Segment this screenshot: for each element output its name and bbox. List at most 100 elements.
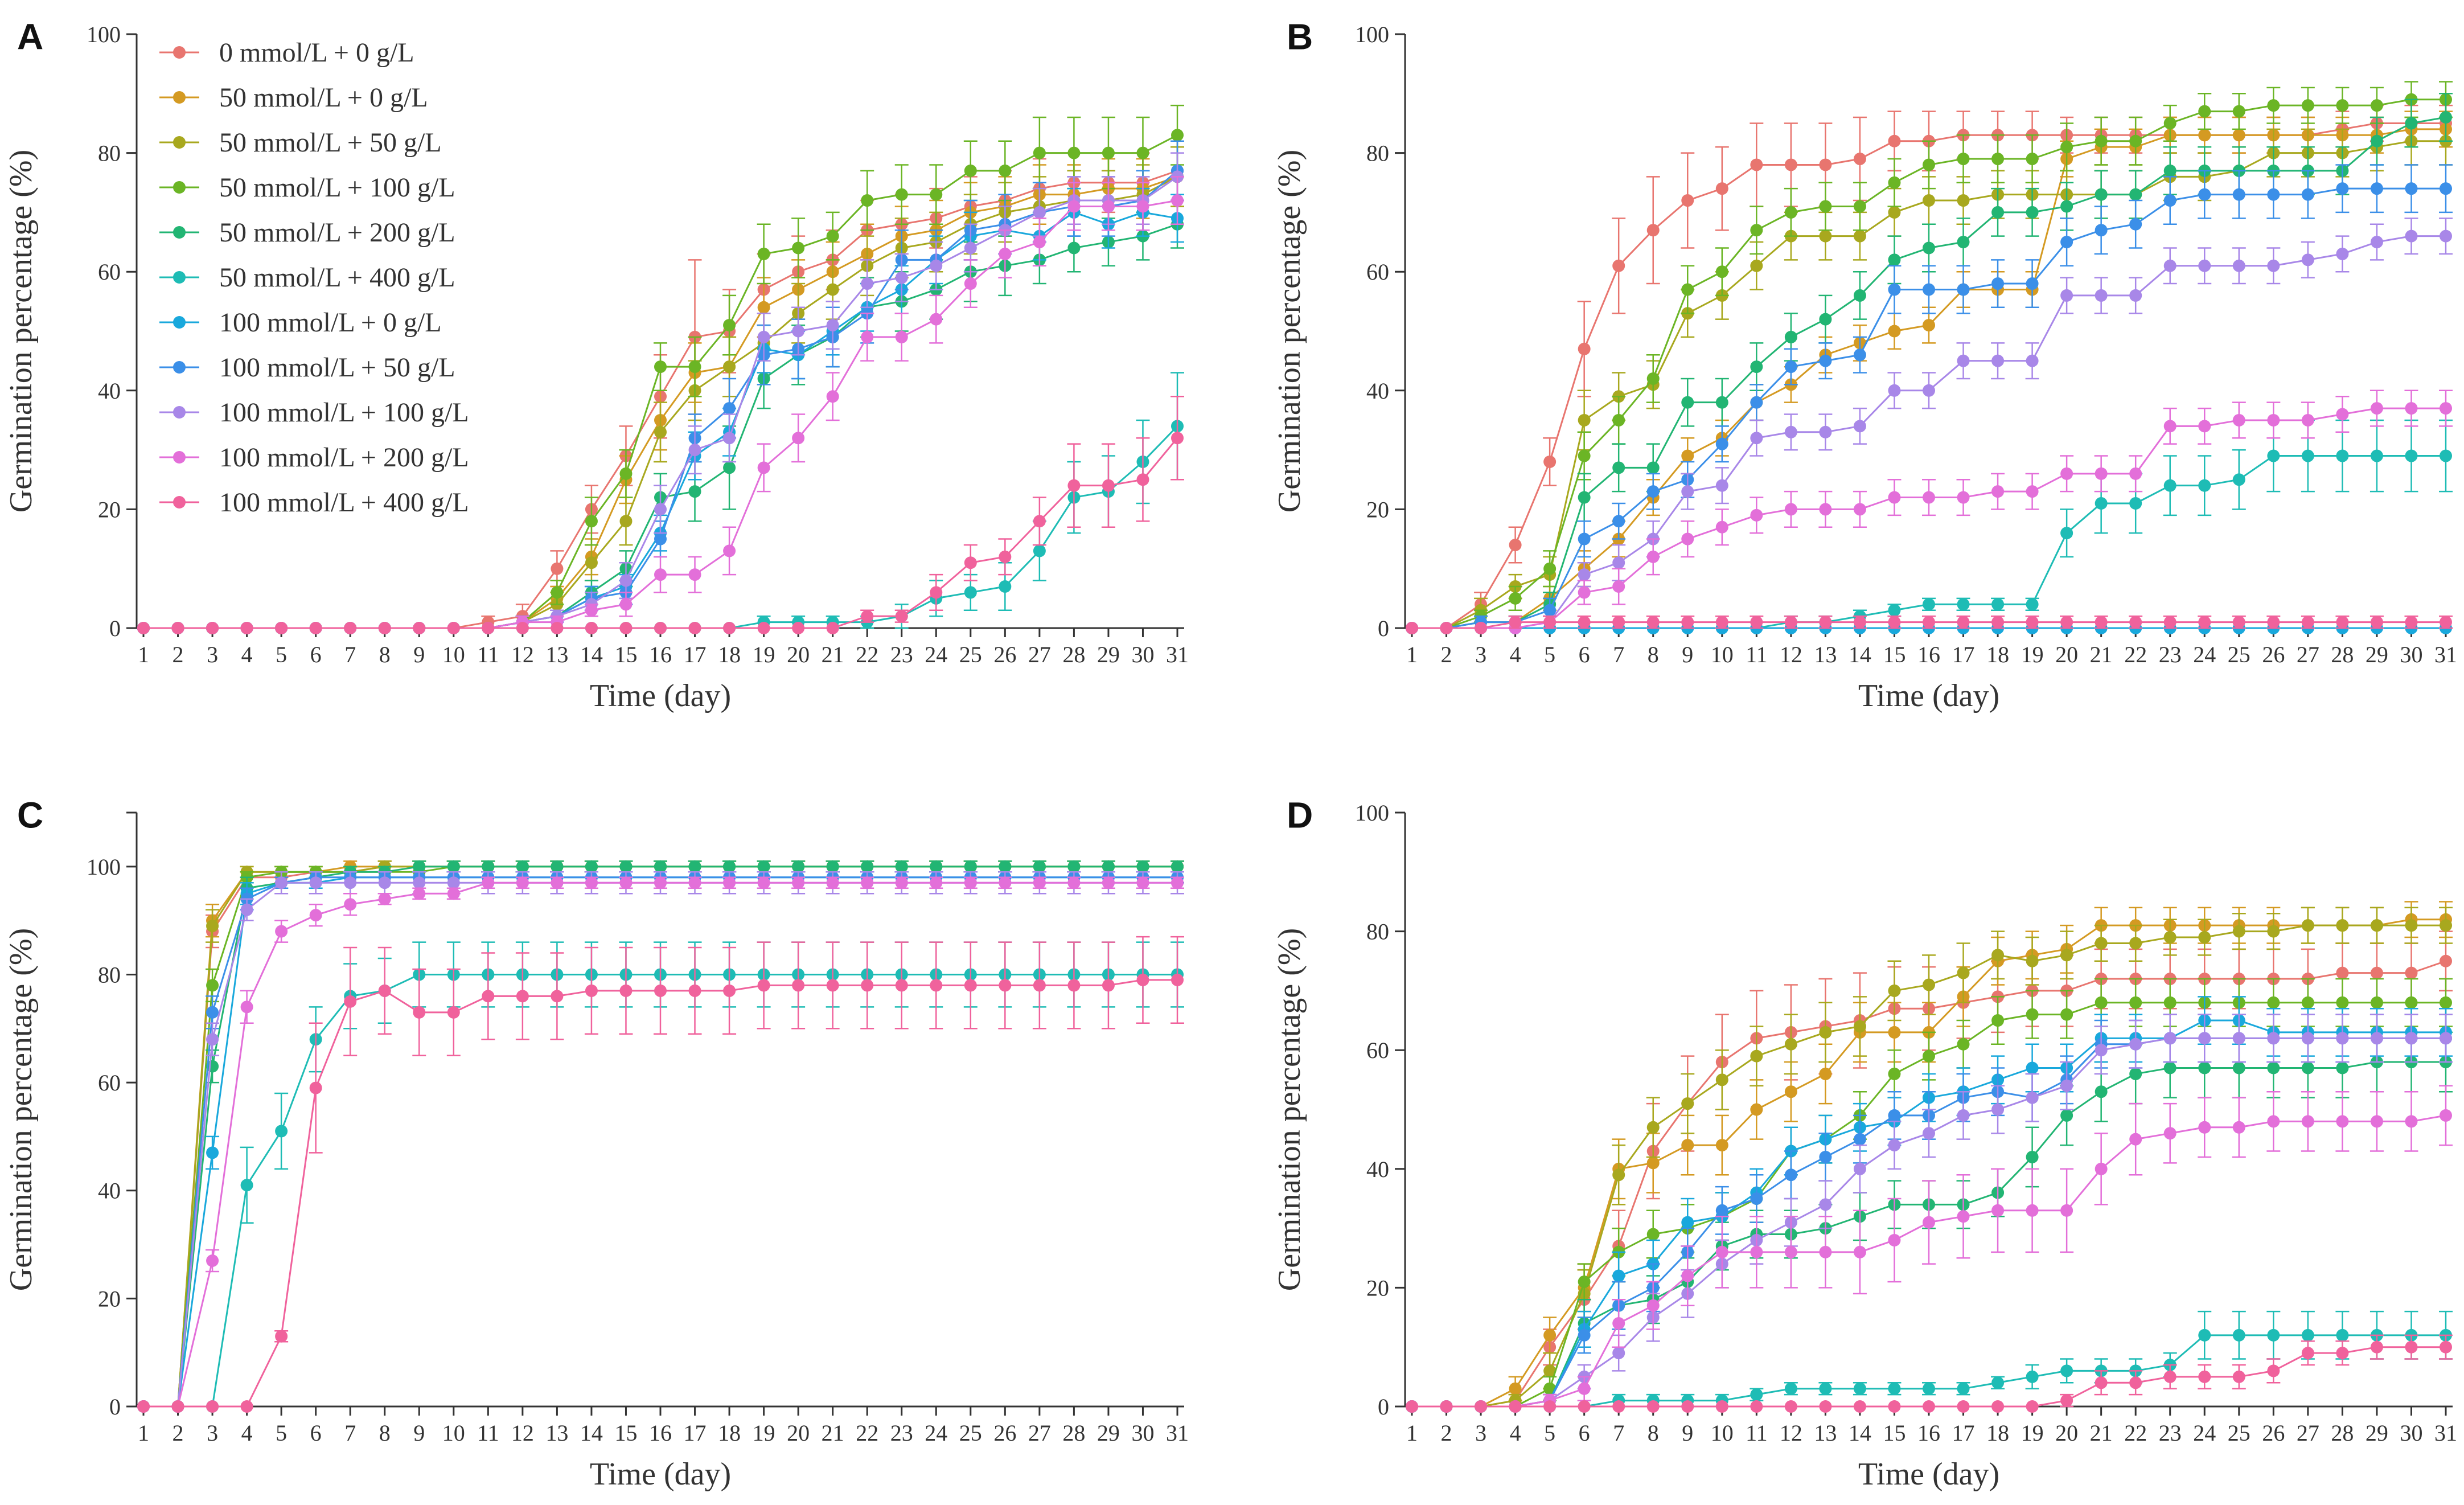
data-point	[1136, 473, 1149, 486]
y-tick-label: 60	[1366, 1037, 1389, 1063]
x-tick-label: 5	[1544, 642, 1555, 667]
data-point	[930, 586, 943, 599]
data-point	[1067, 241, 1081, 255]
data-point	[2370, 402, 2383, 415]
data-point	[551, 860, 564, 873]
data-point	[2370, 616, 2383, 629]
data-point	[688, 444, 701, 457]
data-point	[930, 876, 943, 889]
data-point	[1888, 1139, 1901, 1152]
data-point	[1853, 616, 1866, 629]
data-point	[1033, 206, 1046, 219]
data-point	[206, 1400, 219, 1413]
x-tick-label: 29	[1097, 642, 1120, 667]
data-point	[2129, 616, 2142, 629]
data-point	[240, 622, 253, 634]
data-point	[1750, 396, 1763, 409]
data-point	[1067, 876, 1081, 889]
x-tick-label: 28	[1062, 642, 1085, 667]
data-point	[1957, 153, 1970, 166]
y-tick-label: 80	[1366, 919, 1389, 945]
data-point	[1853, 200, 1866, 213]
data-point	[1646, 1228, 1660, 1241]
data-point	[964, 556, 977, 569]
data-point	[723, 432, 736, 445]
data-point	[2095, 996, 2108, 1009]
data-point	[1171, 860, 1184, 873]
data-point	[2370, 966, 2383, 979]
series-line	[143, 973, 1177, 1408]
series-11	[137, 395, 1184, 634]
data-point	[1923, 978, 1935, 991]
data-point	[2060, 467, 2073, 480]
data-point	[2198, 479, 2211, 492]
x-tick-label: 16	[649, 1420, 672, 1446]
data-point	[2232, 1121, 2245, 1134]
data-point	[447, 887, 460, 900]
x-tick-label: 20	[2055, 1420, 2078, 1446]
x-tick-label: 2	[1441, 642, 1452, 667]
data-point	[1784, 1382, 1797, 1395]
data-point	[1991, 1103, 2005, 1116]
data-point	[723, 984, 736, 997]
data-point	[1957, 1382, 1970, 1395]
data-point	[826, 319, 839, 332]
data-point	[1067, 860, 1081, 873]
x-tick-label: 15	[1883, 1420, 1906, 1446]
x-tick-label: 1	[138, 1420, 149, 1446]
data-point	[1033, 876, 1046, 889]
data-point	[2405, 919, 2418, 932]
data-point	[1750, 432, 1763, 445]
data-point	[1819, 1400, 1832, 1413]
data-point	[2336, 408, 2349, 421]
x-tick-label: 29	[2366, 642, 2388, 667]
x-tick-label: 30	[2400, 1420, 2422, 1446]
data-point	[1440, 622, 1453, 634]
data-point	[1715, 520, 1728, 534]
data-point	[1750, 1245, 1763, 1258]
data-point	[723, 402, 736, 415]
data-point	[1681, 194, 1694, 207]
data-point	[1646, 616, 1660, 629]
data-point	[1888, 283, 1901, 296]
data-point	[2129, 1067, 2142, 1080]
data-point	[1750, 1192, 1763, 1205]
x-tick-label: 4	[241, 1420, 253, 1446]
x-tick-label: 5	[1544, 1420, 1555, 1446]
x-tick-label: 30	[1131, 642, 1154, 667]
x-tick-label: 10	[442, 1420, 465, 1446]
x-tick-label: 11	[477, 642, 499, 667]
x-tick-label: 13	[545, 642, 568, 667]
data-point	[206, 1006, 219, 1019]
data-point	[2267, 616, 2280, 629]
data-point	[2267, 413, 2280, 427]
data-point	[2129, 467, 2142, 480]
data-point	[2026, 1204, 2039, 1217]
data-point	[2405, 1115, 2418, 1128]
data-point	[378, 876, 391, 889]
x-tick-label: 3	[1475, 1420, 1486, 1446]
data-point	[1715, 1204, 1728, 1217]
data-point	[482, 622, 495, 634]
data-point	[2163, 479, 2176, 492]
data-point	[964, 860, 977, 873]
data-point	[1136, 146, 1149, 159]
data-point	[2163, 931, 2176, 944]
data-point	[619, 876, 633, 889]
data-point	[2026, 1150, 2039, 1163]
data-point	[861, 610, 874, 623]
data-point	[2405, 229, 2418, 243]
data-point	[757, 301, 770, 314]
data-point	[2336, 1061, 2349, 1075]
data-point	[2232, 1328, 2245, 1342]
x-tick-label: 4	[241, 642, 253, 667]
data-point	[2026, 954, 2039, 967]
data-point	[1578, 491, 1591, 504]
series-10	[1406, 389, 2453, 634]
data-point	[2198, 1032, 2211, 1045]
data-point	[2267, 1328, 2280, 1342]
x-tick-label: 22	[856, 1420, 878, 1446]
data-point	[2336, 1032, 2349, 1045]
data-point	[2026, 1370, 2039, 1383]
